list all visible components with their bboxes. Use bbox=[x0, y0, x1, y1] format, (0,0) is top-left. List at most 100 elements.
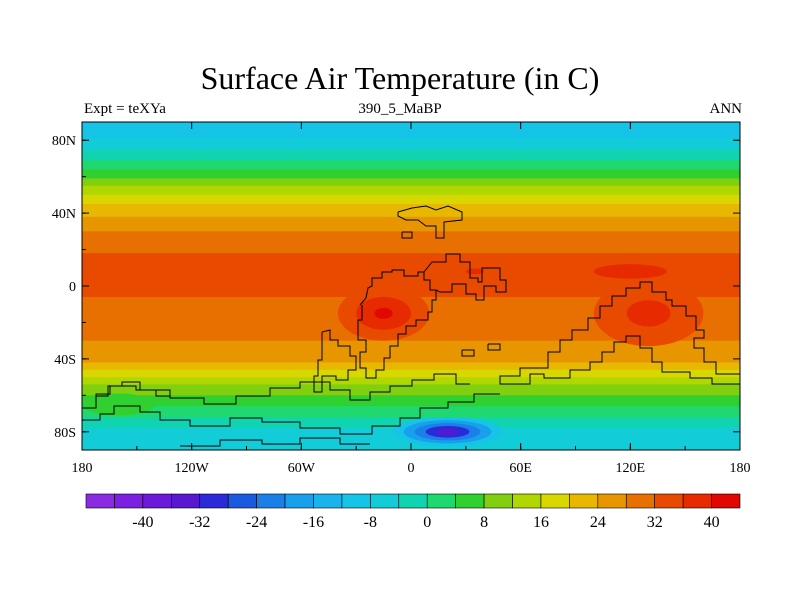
field-band bbox=[82, 346, 740, 349]
experiment-label: Expt = teXYa bbox=[84, 101, 166, 117]
field-band bbox=[82, 253, 740, 256]
field-band bbox=[82, 154, 740, 158]
field-band bbox=[82, 216, 740, 220]
field-band bbox=[82, 284, 740, 287]
colorbar-swatch bbox=[199, 493, 229, 509]
colorbar-swatch bbox=[114, 493, 144, 509]
field-band bbox=[82, 136, 740, 139]
field-band bbox=[82, 393, 740, 396]
field-band bbox=[82, 134, 740, 138]
field-band bbox=[82, 247, 740, 251]
field-band bbox=[82, 227, 740, 231]
field-band bbox=[82, 415, 740, 418]
field-band bbox=[82, 286, 740, 289]
field-band bbox=[82, 337, 740, 340]
field-band bbox=[82, 147, 740, 150]
field-band bbox=[82, 400, 740, 404]
field-band bbox=[82, 229, 740, 232]
colorbar-swatch bbox=[142, 493, 172, 509]
colorbar-swatch bbox=[682, 493, 712, 509]
field-band bbox=[82, 213, 740, 216]
field-band bbox=[82, 193, 740, 196]
field-band bbox=[82, 265, 740, 269]
field-band bbox=[82, 280, 740, 283]
field-band bbox=[82, 362, 740, 365]
colorbar-label: 8 bbox=[480, 514, 488, 531]
coastline-south-america bbox=[313, 329, 357, 393]
field-band bbox=[82, 347, 740, 351]
field-band bbox=[82, 200, 740, 203]
field-band bbox=[82, 238, 740, 242]
colorbar-swatch bbox=[455, 493, 485, 509]
field-band bbox=[82, 242, 740, 245]
colorbar-label: 40 bbox=[704, 514, 720, 531]
field-band bbox=[82, 364, 740, 367]
chart-title: Surface Air Temperature (in C) bbox=[200, 60, 600, 96]
field-band bbox=[82, 149, 740, 152]
field-band bbox=[82, 207, 740, 211]
field-band bbox=[82, 165, 740, 169]
field-band bbox=[82, 209, 740, 212]
field-band bbox=[82, 366, 740, 369]
field-contour bbox=[374, 307, 393, 319]
colorbar-label: 16 bbox=[533, 514, 549, 531]
field-band bbox=[82, 360, 740, 364]
field-band bbox=[82, 132, 740, 136]
colorbar-label: -16 bbox=[303, 514, 324, 531]
colorbar-label: 24 bbox=[590, 514, 606, 531]
field-band bbox=[82, 287, 740, 291]
coastline-islands-3 bbox=[401, 231, 413, 239]
field-band bbox=[82, 258, 740, 262]
field-band bbox=[82, 131, 740, 134]
field-band bbox=[82, 260, 740, 263]
x-tick-label: 60E bbox=[509, 461, 532, 476]
colorbar-swatch bbox=[426, 493, 456, 509]
field-band bbox=[82, 189, 740, 192]
field-contour bbox=[637, 306, 660, 320]
field-band bbox=[82, 273, 740, 276]
y-tick-label: 40N bbox=[52, 207, 76, 222]
field-band bbox=[82, 269, 740, 273]
field-band bbox=[82, 171, 740, 174]
field-band bbox=[82, 349, 740, 353]
field-band bbox=[82, 176, 740, 180]
x-tick-label: 180 bbox=[72, 461, 93, 476]
field-band bbox=[82, 204, 740, 207]
field-band bbox=[82, 205, 740, 209]
field-band bbox=[82, 355, 740, 358]
field-band bbox=[82, 152, 740, 156]
temperature-field bbox=[82, 122, 740, 450]
colorbar-label: -32 bbox=[189, 514, 210, 531]
coastline-south-islands bbox=[96, 381, 170, 397]
field-band bbox=[82, 224, 740, 227]
field-band bbox=[82, 140, 740, 143]
field-band bbox=[82, 386, 740, 389]
field-band bbox=[82, 202, 740, 205]
continent-outlines bbox=[82, 205, 740, 447]
field-band bbox=[82, 178, 740, 181]
field-band bbox=[82, 391, 740, 395]
field-band bbox=[82, 142, 740, 145]
field-band bbox=[82, 262, 740, 265]
field-band bbox=[82, 180, 740, 183]
coastline-northern-continent bbox=[397, 205, 463, 239]
field-band bbox=[82, 340, 740, 344]
field-band bbox=[82, 368, 740, 371]
field-band bbox=[82, 264, 740, 267]
colorbar: -40 -32 -24 -16 -8 0 8 16 24 32 40 bbox=[85, 493, 741, 531]
field-band bbox=[82, 256, 740, 260]
coastline-australasia bbox=[499, 281, 740, 385]
x-tick-label: 180 bbox=[730, 461, 751, 476]
field-band bbox=[82, 344, 740, 347]
field-band bbox=[82, 158, 740, 161]
field-band bbox=[82, 156, 740, 160]
field-band bbox=[82, 282, 740, 285]
field-band bbox=[82, 240, 740, 243]
field-band bbox=[82, 397, 740, 400]
field-band bbox=[82, 389, 740, 393]
colorbar-swatch bbox=[85, 493, 115, 509]
field-band bbox=[82, 138, 740, 141]
field-band bbox=[82, 231, 740, 234]
field-band bbox=[82, 338, 740, 342]
axis-ticks: 180 120W 60W 0 60E 120E 180 80N 40N 0 40S 80S bbox=[52, 122, 751, 476]
